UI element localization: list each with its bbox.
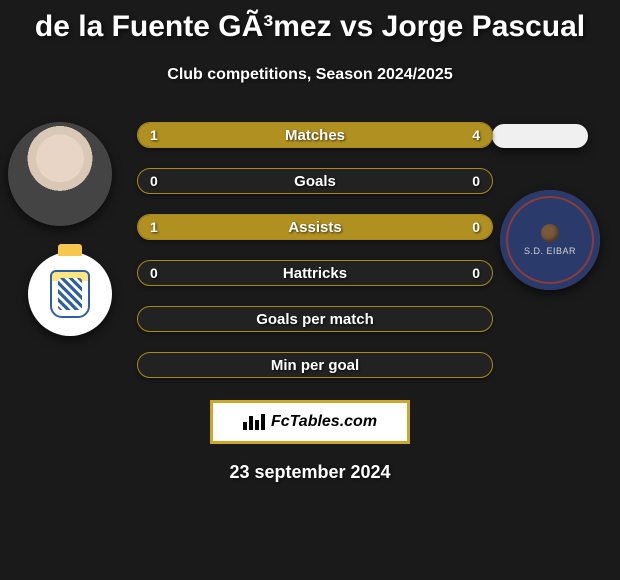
bar-fill-right <box>209 123 492 147</box>
stat-value-right: 0 <box>472 265 480 281</box>
subtitle: Club competitions, Season 2024/2025 <box>0 66 620 84</box>
stat-value-left: 0 <box>150 265 158 281</box>
bar-fill-left <box>138 215 492 239</box>
crown-icon <box>58 244 82 256</box>
page-title: de la Fuente GÃ³mez vs Jorge Pascual <box>0 0 620 44</box>
stat-row: 0 0Hattricks <box>137 260 493 286</box>
player-right-photo <box>492 124 588 148</box>
stat-label: Goals <box>138 173 492 190</box>
shield-icon <box>50 270 90 318</box>
stat-label: Goals per match <box>138 311 492 328</box>
fctables-label: FcTables.com <box>271 413 377 431</box>
bar-chart-icon <box>243 414 265 430</box>
date-line: 23 september 2024 <box>0 462 620 483</box>
club-left-badge <box>28 252 112 336</box>
club-right-badge: S.D. EIBAR <box>500 190 600 290</box>
stat-value-right: 4 <box>472 127 480 143</box>
stat-row: 14Matches <box>137 122 493 148</box>
player-left-photo <box>8 122 112 226</box>
stat-row: Min per goal <box>137 352 493 378</box>
stat-label: Hattricks <box>138 265 492 282</box>
stat-row: 0 0Goals <box>137 168 493 194</box>
stat-value-left: 1 <box>150 219 158 235</box>
ball-icon <box>541 224 559 242</box>
bar-fill-left <box>138 123 209 147</box>
stat-row: Goals per match <box>137 306 493 332</box>
stat-value-right: 0 <box>472 173 480 189</box>
stat-value-left: 0 <box>150 173 158 189</box>
club-right-text: S.D. EIBAR <box>524 246 576 256</box>
stat-value-left: 1 <box>150 127 158 143</box>
stat-label: Min per goal <box>138 357 492 374</box>
stat-row: 10Assists <box>137 214 493 240</box>
fctables-badge: FcTables.com <box>210 400 410 444</box>
stat-bars: 14Matches00Goals10Assists00HattricksGoal… <box>137 122 493 378</box>
stat-value-right: 0 <box>472 219 480 235</box>
